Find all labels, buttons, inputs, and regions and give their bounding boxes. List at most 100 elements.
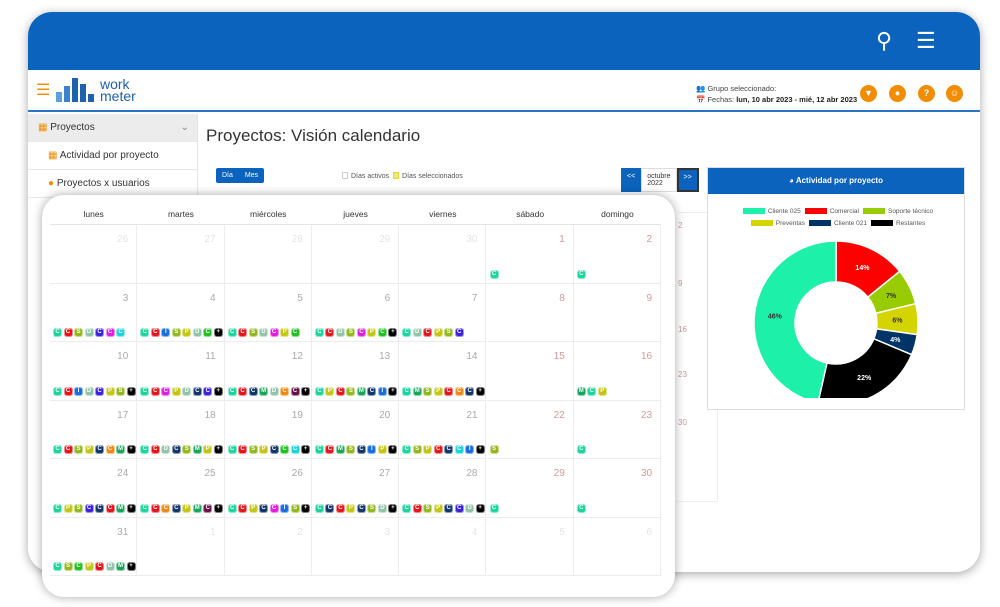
- project-badge[interactable]: S: [248, 328, 258, 337]
- project-badge[interactable]: C: [95, 445, 104, 454]
- project-badge[interactable]: C: [269, 445, 279, 454]
- project-badge[interactable]: C: [454, 386, 464, 396]
- calendar-day[interactable]: 13 C P C S M C I +: [311, 342, 400, 401]
- project-badge[interactable]: I: [377, 386, 387, 396]
- project-badge[interactable]: C: [325, 328, 335, 337]
- project-badge[interactable]: S: [346, 386, 356, 396]
- project-badge[interactable]: C: [377, 328, 387, 337]
- project-badge[interactable]: +: [213, 503, 223, 513]
- project-badge[interactable]: C: [150, 328, 160, 337]
- project-badge[interactable]: P: [259, 445, 269, 454]
- project-badge[interactable]: S: [367, 503, 377, 513]
- project-badge[interactable]: +: [388, 503, 398, 513]
- project-badge[interactable]: C: [314, 328, 324, 337]
- project-badge[interactable]: C: [259, 503, 269, 513]
- project-badge[interactable]: P: [346, 503, 356, 513]
- calendar-day[interactable]: 6: [573, 517, 662, 576]
- project-badge[interactable]: P: [433, 386, 443, 396]
- project-badge[interactable]: C: [314, 386, 324, 396]
- sidebar-item-proyectos[interactable]: ▦ Proyectos ⌄: [28, 114, 197, 142]
- project-badge[interactable]: +: [388, 445, 398, 454]
- help-button[interactable]: ?: [918, 85, 935, 102]
- calendar-day[interactable]: 12 C C C M D C C +: [224, 342, 312, 401]
- project-badge[interactable]: C: [290, 328, 300, 337]
- project-badge[interactable]: C: [444, 386, 454, 396]
- project-badge[interactable]: +: [126, 503, 136, 513]
- next-month-button[interactable]: >>: [676, 168, 699, 192]
- project-badge[interactable]: C: [95, 386, 104, 396]
- project-badge[interactable]: C: [227, 386, 237, 396]
- project-badge[interactable]: P: [63, 503, 73, 513]
- user-button[interactable]: ☺: [946, 85, 963, 102]
- calendar-day[interactable]: 24 C P S C C C M +: [50, 459, 138, 518]
- project-badge[interactable]: C: [53, 562, 62, 571]
- project-badge[interactable]: C: [95, 328, 104, 337]
- project-badge[interactable]: C: [489, 269, 499, 279]
- project-badge[interactable]: C: [356, 445, 366, 454]
- calendar-day[interactable]: 10 C C I D C P S +: [50, 342, 138, 401]
- project-badge[interactable]: C: [53, 445, 62, 454]
- project-badge[interactable]: C: [248, 386, 258, 396]
- project-badge[interactable]: I: [161, 328, 171, 337]
- calendar-day[interactable]: 2: [224, 517, 312, 576]
- project-badge[interactable]: M: [259, 386, 269, 396]
- filter-button[interactable]: ▼: [860, 85, 877, 102]
- project-badge[interactable]: C: [454, 445, 464, 454]
- project-badge[interactable]: +: [475, 445, 485, 454]
- project-badge[interactable]: +: [213, 445, 223, 454]
- notifications-button[interactable]: ●: [889, 85, 906, 102]
- project-badge[interactable]: C: [227, 328, 237, 337]
- project-badge[interactable]: C: [105, 503, 115, 513]
- project-badge[interactable]: P: [84, 445, 94, 454]
- calendar-day[interactable]: 22 S: [486, 400, 574, 459]
- project-badge[interactable]: C: [203, 328, 213, 337]
- project-badge[interactable]: C: [587, 386, 597, 396]
- legend-item[interactable]: Soporte técnico: [859, 208, 933, 215]
- project-badge[interactable]: S: [423, 503, 433, 513]
- project-badge[interactable]: C: [53, 328, 62, 337]
- project-badge[interactable]: C: [192, 386, 202, 396]
- project-badge[interactable]: C: [74, 562, 83, 571]
- calendar-day[interactable]: 19 C C S P C C C +: [224, 400, 312, 459]
- project-badge[interactable]: C: [402, 445, 412, 454]
- project-badge[interactable]: D: [465, 503, 475, 513]
- project-badge[interactable]: D: [259, 328, 269, 337]
- project-badge[interactable]: C: [63, 328, 73, 337]
- project-badge[interactable]: C: [454, 328, 464, 337]
- project-badge[interactable]: D: [182, 386, 192, 396]
- project-badge[interactable]: C: [314, 445, 324, 454]
- project-badge[interactable]: P: [171, 386, 181, 396]
- project-badge[interactable]: S: [63, 562, 73, 571]
- project-badge[interactable]: C: [465, 386, 475, 396]
- project-badge[interactable]: C: [269, 328, 279, 337]
- calendar-day[interactable]: 9: [573, 283, 662, 342]
- calendar-day[interactable]: 29 C: [486, 459, 574, 518]
- project-badge[interactable]: S: [74, 503, 83, 513]
- project-badge[interactable]: S: [346, 445, 356, 454]
- project-badge[interactable]: C: [116, 328, 125, 337]
- project-badge[interactable]: C: [402, 386, 412, 396]
- project-badge[interactable]: +: [388, 386, 398, 396]
- project-badge[interactable]: +: [475, 386, 485, 396]
- calendar-day[interactable]: 15: [486, 342, 574, 401]
- project-badge[interactable]: S: [346, 328, 356, 337]
- project-badge[interactable]: S: [423, 386, 433, 396]
- project-badge[interactable]: C: [290, 386, 300, 396]
- calendar-day[interactable]: 30: [399, 225, 487, 284]
- sidebar-item-usuarios[interactable]: ● Proyectos x usuarios: [28, 170, 197, 198]
- project-badge[interactable]: +: [301, 386, 311, 396]
- calendar-day[interactable]: 27: [137, 225, 225, 284]
- project-badge[interactable]: C: [95, 562, 104, 571]
- calendar-day[interactable]: 5: [486, 517, 574, 576]
- project-badge[interactable]: C: [140, 328, 150, 337]
- project-badge[interactable]: C: [280, 445, 290, 454]
- project-badge[interactable]: S: [171, 328, 181, 337]
- pie-slice[interactable]: [753, 240, 837, 398]
- project-badge[interactable]: C: [238, 503, 248, 513]
- project-badge[interactable]: P: [203, 445, 213, 454]
- project-badge[interactable]: P: [325, 386, 335, 396]
- project-badge[interactable]: C: [280, 386, 290, 396]
